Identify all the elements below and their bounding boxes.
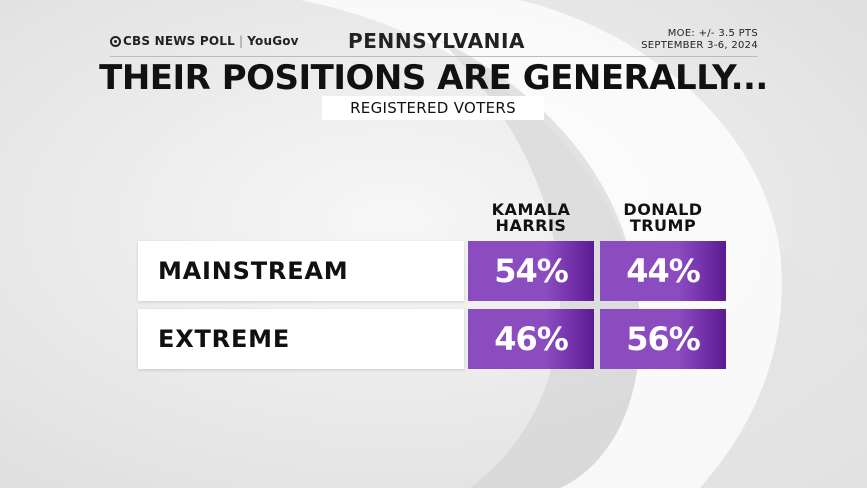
logo-partner: YouGov [247, 34, 299, 48]
poll-dates: SEPTEMBER 3-6, 2024 [641, 40, 758, 51]
data-label: 44% [626, 252, 701, 290]
chart-subtitle: REGISTERED VOTERS [322, 96, 544, 120]
cell-extreme-harris: 46% [468, 309, 594, 369]
column-header-line: DONALD [623, 200, 703, 219]
cell-mainstream-harris: 54% [468, 241, 594, 301]
cbs-yougov-logo: CBS NEWS POLL | YouGov [110, 34, 299, 48]
row-label-text: MAINSTREAM [158, 257, 349, 285]
row-label-mainstream: MAINSTREAM [138, 241, 464, 301]
header-divider [110, 56, 758, 57]
column-header-trump: DONALD TRUMP [600, 202, 726, 234]
data-label: 54% [494, 252, 569, 290]
header: CBS NEWS POLL | YouGov PENNSYLVANIA MOE: +… [110, 28, 758, 54]
poll-info: MOE: +/- 3.5 PTS SEPTEMBER 3-6, 2024 [641, 28, 758, 52]
data-label: 56% [626, 320, 701, 358]
logo-brand: CBS NEWS POLL [123, 34, 235, 48]
row-label-text: EXTREME [158, 325, 291, 353]
moe-text: MOE: +/- 3.5 PTS [667, 28, 758, 39]
data-label: 46% [494, 320, 569, 358]
cbs-eye-icon [110, 36, 121, 47]
column-header-line: KAMALA [491, 200, 571, 219]
column-header-line: HARRIS [495, 216, 567, 235]
chart-title: THEIR POSITIONS ARE GENERALLY... [99, 58, 768, 98]
state-title: PENNSYLVANIA [348, 29, 526, 53]
cell-mainstream-trump: 44% [600, 241, 726, 301]
row-label-extreme: EXTREME [138, 309, 464, 369]
column-header-line: TRUMP [629, 216, 697, 235]
cell-extreme-trump: 56% [600, 309, 726, 369]
column-header-harris: KAMALA HARRIS [468, 202, 594, 234]
